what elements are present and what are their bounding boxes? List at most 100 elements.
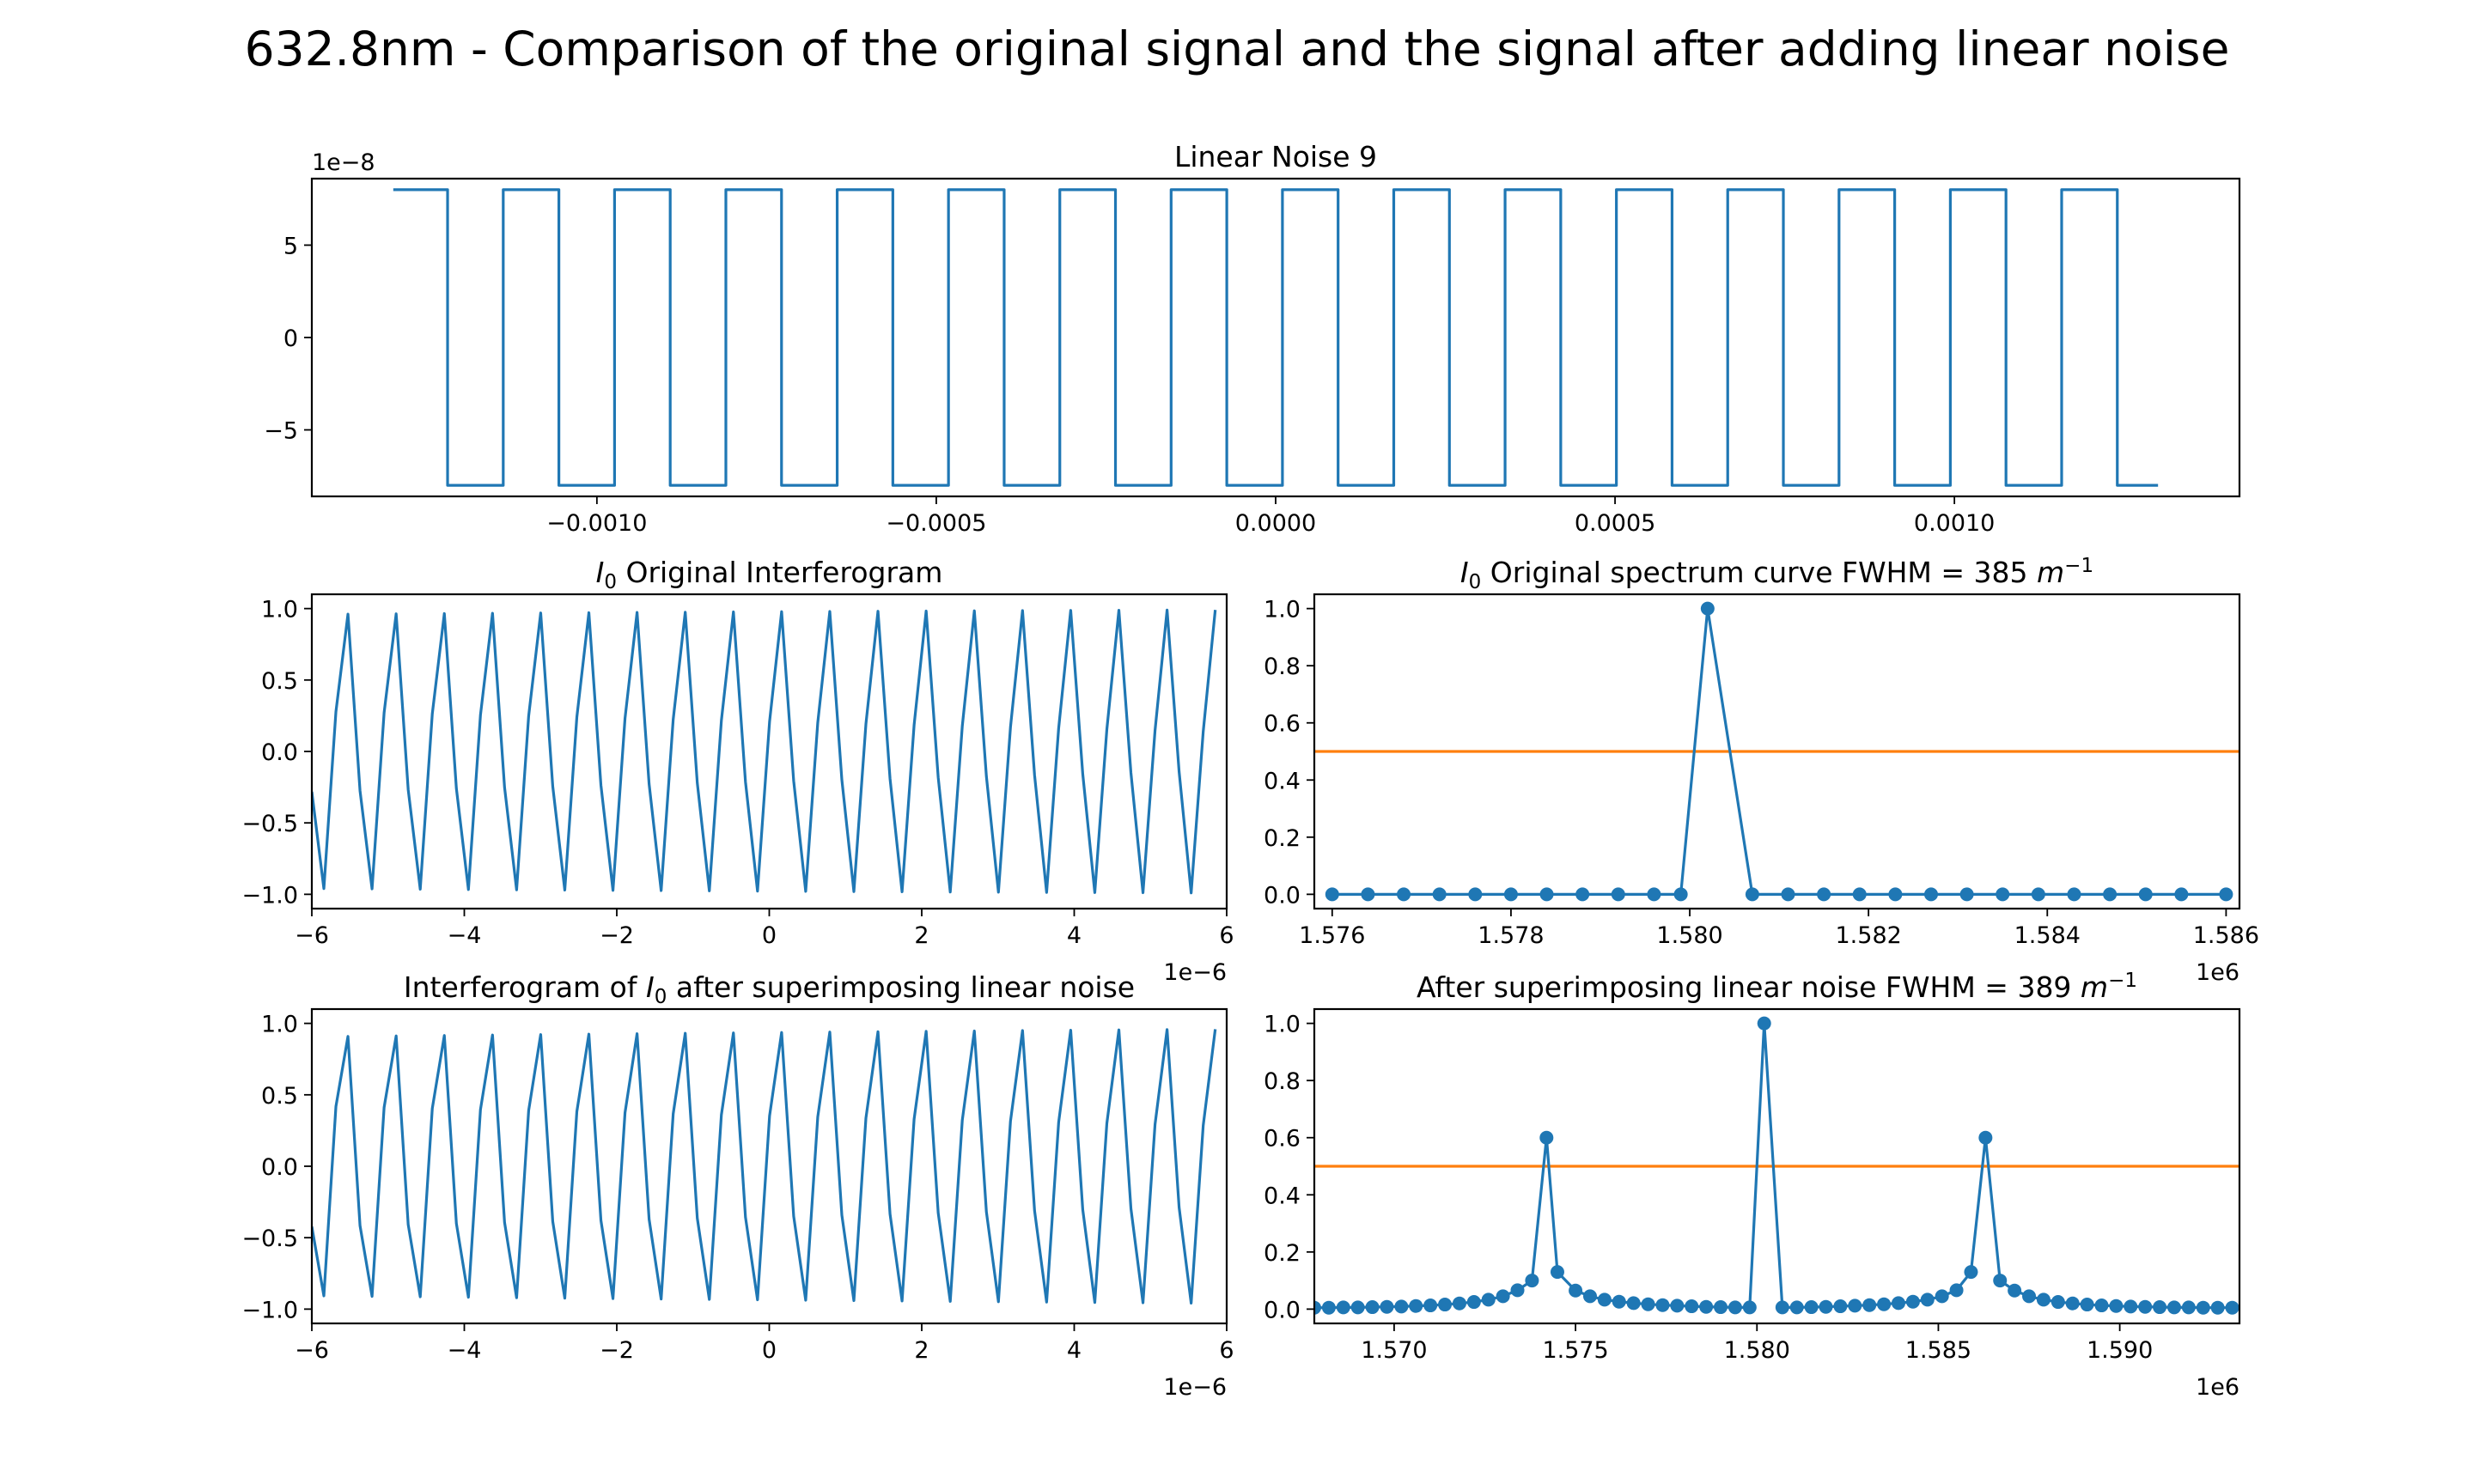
- y-tick-label: −1.0: [241, 882, 298, 909]
- x-tick-label: 1.580: [1724, 1337, 1790, 1364]
- data-point: [2109, 1298, 2124, 1313]
- x-tick-label: 1.586: [2193, 922, 2259, 949]
- x-tick-label: 1.582: [1836, 922, 1902, 949]
- x-tick-label: −6: [295, 922, 329, 949]
- data-point: [1757, 1016, 1771, 1031]
- x-offset-text: 1e−6: [1163, 959, 1227, 986]
- data-point: [1325, 887, 1339, 902]
- data-point: [1626, 1296, 1641, 1311]
- data-point: [1888, 887, 1903, 902]
- y-tick-label: 0.6: [1264, 1126, 1301, 1153]
- data-point: [1848, 1298, 1862, 1313]
- data-point: [1569, 1283, 1583, 1298]
- data-point: [1745, 887, 1759, 902]
- x-offset-text: 1e6: [2196, 959, 2239, 986]
- data-point: [1641, 1297, 1655, 1311]
- figure-title: 632.8nm - Comparison of the original sig…: [245, 21, 2230, 76]
- plot-area: [312, 608, 1217, 895]
- data-point: [1670, 1298, 1685, 1313]
- x-tick-label: 4: [1067, 922, 1082, 949]
- y-tick-label: 1.0: [1264, 597, 1301, 623]
- plot-frame: [1313, 1007, 2241, 1325]
- x-tick-label: 0.0000: [1235, 510, 1316, 537]
- x-tick-label: −0.0010: [546, 510, 647, 537]
- data-point: [1647, 887, 1661, 902]
- y-tick-label: 1.0: [1264, 1012, 1301, 1038]
- data-point: [2080, 1298, 2094, 1312]
- y-tick-label: 0.2: [1264, 825, 1301, 852]
- data-point: [2210, 1300, 2225, 1315]
- data-point: [1673, 887, 1688, 902]
- data-point: [1597, 1292, 1612, 1307]
- x-tick-label: −2: [600, 1337, 634, 1364]
- data-point: [1996, 887, 2010, 902]
- x-tick-label: 6: [1219, 1337, 1234, 1364]
- data-point: [1905, 1294, 1920, 1309]
- plot-title: I0 Original spectrum curve FWHM = 385 m−…: [1460, 555, 2093, 593]
- y-tick-label: −0.5: [241, 811, 298, 837]
- data-point: [1575, 887, 1590, 902]
- data-point: [2181, 1300, 2196, 1315]
- x-tick-label: 1.585: [1905, 1337, 1971, 1364]
- y-tick-label: 0.0: [1264, 1297, 1301, 1323]
- data-point: [1819, 1299, 1833, 1314]
- y-tick-label: 0: [283, 325, 298, 352]
- x-tick-label: −6: [295, 1337, 329, 1364]
- data-point: [1789, 1300, 1804, 1315]
- data-point: [2219, 887, 2233, 902]
- data-point: [1924, 887, 1938, 902]
- chart-orig_spec: 1.576 1.578 1.580 1.582 1.584 1.586 1.0 0.8 0.6 0…: [1264, 555, 2259, 986]
- series-line: [312, 608, 1217, 895]
- y-tick-label: 0.8: [1264, 654, 1301, 680]
- data-point: [1365, 1300, 1380, 1315]
- data-point: [1468, 887, 1483, 902]
- data-point: [1714, 1300, 1728, 1315]
- data-point: [1452, 1296, 1466, 1311]
- data-point: [1397, 887, 1411, 902]
- series-line: [312, 1028, 1217, 1305]
- data-point: [1314, 1300, 1321, 1315]
- plot-title: Linear Noise 9: [1174, 140, 1377, 173]
- x-tick-label: 1.584: [2014, 922, 2081, 949]
- data-point: [1817, 887, 1831, 902]
- y-tick-label: 0.4: [1264, 1183, 1301, 1209]
- data-point: [2138, 1299, 2153, 1314]
- data-point: [1432, 887, 1447, 902]
- data-point: [1862, 1298, 1877, 1312]
- data-point: [1700, 601, 1715, 616]
- data-point: [1775, 1300, 1789, 1315]
- y-tick-label: 1.0: [261, 597, 298, 623]
- x-tick-label: −4: [448, 1337, 482, 1364]
- data-point: [1612, 1294, 1626, 1309]
- y-offset-text: 1e−8: [312, 149, 375, 176]
- data-point: [1380, 1299, 1394, 1314]
- y-tick-label: 0.2: [1264, 1240, 1301, 1267]
- plot-frame: [1313, 593, 2241, 910]
- x-tick-label: −2: [600, 922, 634, 949]
- x-tick-label: 6: [1219, 922, 1234, 949]
- data-point: [1959, 887, 1974, 902]
- data-point: [1742, 1300, 1757, 1315]
- data-point: [1891, 1296, 1905, 1311]
- y-tick-label: −1.0: [241, 1297, 298, 1323]
- series-line: [393, 188, 2159, 487]
- data-point: [1978, 1130, 1993, 1145]
- x-tick-label: 1.575: [1542, 1337, 1608, 1364]
- data-point: [1949, 1283, 1964, 1298]
- data-point: [2050, 1295, 2065, 1310]
- plot-frame: [310, 593, 1228, 910]
- data-point: [2036, 1292, 2050, 1307]
- data-point: [1321, 1300, 1336, 1315]
- x-tick-label: 0.0010: [1914, 510, 1995, 537]
- plot-title: Interferogram of I0 after superimposing …: [404, 970, 1135, 1008]
- data-point: [1833, 1299, 1848, 1314]
- x-tick-label: 1.580: [1656, 922, 1722, 949]
- data-point: [2138, 887, 2153, 902]
- plot-area: [1314, 601, 2239, 902]
- data-point: [2153, 1300, 2167, 1315]
- plot-title: I0 Original Interferogram: [596, 556, 943, 593]
- data-point: [1993, 1274, 2008, 1288]
- x-offset-text: 1e6: [2196, 1374, 2239, 1401]
- x-tick-label: 1.590: [2087, 1337, 2153, 1364]
